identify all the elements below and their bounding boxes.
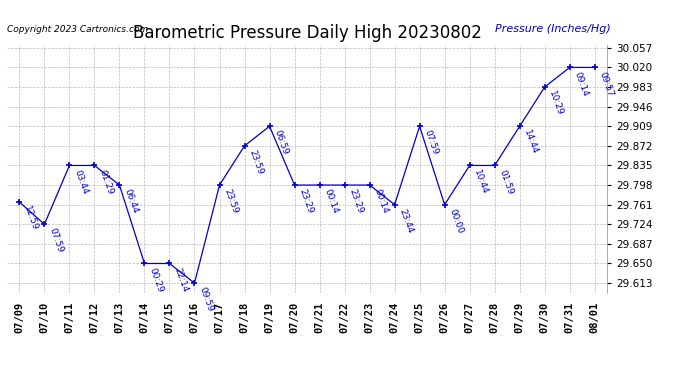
Text: 09:14: 09:14	[573, 70, 590, 98]
Text: 23:59: 23:59	[247, 148, 264, 176]
Text: 23:59: 23:59	[222, 188, 239, 215]
Text: 09:57: 09:57	[598, 70, 615, 98]
Text: 01:59: 01:59	[497, 168, 515, 196]
Text: Copyright 2023 Cartronics.com: Copyright 2023 Cartronics.com	[7, 25, 148, 34]
Title: Barometric Pressure Daily High 20230802: Barometric Pressure Daily High 20230802	[132, 24, 482, 42]
Text: 23:29: 23:29	[297, 188, 315, 215]
Text: 01:29: 01:29	[97, 168, 115, 195]
Text: 06:59: 06:59	[273, 129, 290, 156]
Text: 23:44: 23:44	[397, 207, 415, 234]
Text: 00:14: 00:14	[322, 188, 339, 215]
Text: 06:44: 06:44	[122, 188, 139, 215]
Text: 14:44: 14:44	[522, 129, 540, 156]
Text: 00:14: 00:14	[373, 188, 390, 215]
Text: 07:59: 07:59	[47, 227, 64, 255]
Text: 00:00: 00:00	[447, 207, 464, 235]
Text: 12:59: 12:59	[22, 205, 39, 232]
Text: 10:29: 10:29	[547, 90, 564, 117]
Text: 00:29: 00:29	[147, 266, 164, 294]
Text: 22:14: 22:14	[172, 266, 190, 293]
Text: 09:59: 09:59	[197, 286, 215, 313]
Text: Pressure (Inches/Hg): Pressure (Inches/Hg)	[495, 24, 611, 34]
Text: 03:44: 03:44	[72, 168, 90, 195]
Text: 07:59: 07:59	[422, 129, 440, 156]
Text: 23:29: 23:29	[347, 188, 364, 215]
Text: 10:44: 10:44	[473, 168, 490, 195]
